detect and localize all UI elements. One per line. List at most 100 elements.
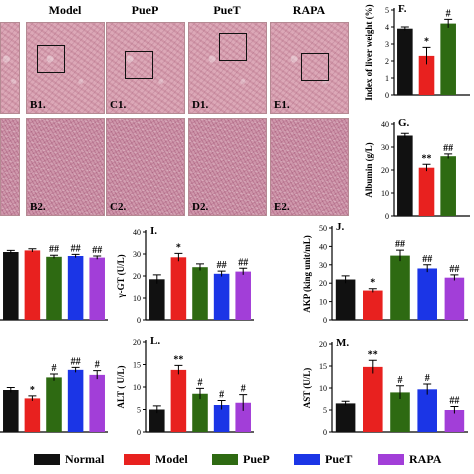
legend-item-puet: PueT: [294, 452, 352, 467]
bar-normal: [149, 409, 165, 432]
y-tick-label: 4: [385, 23, 389, 32]
bar-model: [418, 55, 435, 95]
y-axis-label: AST (U/L): [302, 368, 312, 409]
y-tick-label: 40: [133, 228, 141, 237]
error-bar: [28, 395, 37, 401]
bar-model: [363, 366, 383, 432]
legend-label: Normal: [65, 452, 105, 466]
error-bar: [396, 385, 404, 399]
error-bar: [6, 249, 15, 254]
y-tick-label: 40: [381, 120, 389, 129]
bar-model: [418, 167, 435, 216]
legend-swatch: [212, 454, 238, 465]
y-tick-label: 20: [133, 338, 141, 347]
y-tick-label: 30: [381, 143, 389, 152]
error-bar: [239, 267, 248, 275]
y-axis-label: AKP (king unit/mL): [302, 235, 312, 313]
y-tick-label: 50: [319, 224, 327, 233]
micrograph-normal-high: [0, 118, 20, 216]
tile-label-d1: D1.: [192, 99, 209, 111]
y-axis-label: Index of liver weight (%): [364, 4, 374, 100]
tile-label-d2: D2.: [192, 201, 209, 213]
y-tick-label: 20: [133, 272, 141, 281]
legend-label: PueT: [325, 452, 353, 466]
error-bar: [423, 264, 432, 273]
bar-rapa: [89, 374, 105, 432]
error-bar: [400, 26, 409, 31]
inset-box: [301, 53, 329, 81]
y-tick-label: 10: [319, 298, 327, 307]
bar-puep: [192, 393, 208, 432]
micrograph-puep-low: C1.: [106, 22, 185, 114]
chart-f: 0 1 2 3 4 5 Index of liver weight (%) * # F.: [364, 3, 472, 101]
bar-puet: [213, 405, 230, 432]
error-bar: [152, 405, 161, 414]
significance-mark: #: [425, 373, 430, 384]
significance-mark: **: [422, 153, 432, 164]
bar-rapa: [89, 257, 105, 320]
significance-mark: **: [173, 354, 183, 365]
y-tick-label: 5: [323, 406, 327, 415]
inset-box: [37, 45, 65, 73]
inset-box: [125, 51, 153, 79]
error-bar: [174, 252, 183, 262]
significance-mark: #: [241, 384, 246, 395]
y-tick-label: 15: [319, 362, 327, 371]
bar-puep: [440, 156, 456, 216]
bar-rapa: [235, 402, 251, 432]
bar-rapa: [444, 410, 465, 432]
bar-puep: [46, 377, 62, 432]
error-bar: [444, 153, 453, 159]
significance-mark: ##: [92, 245, 102, 256]
legend-swatch: [124, 454, 150, 465]
significance-mark: *: [30, 385, 35, 396]
error-bar: [444, 18, 453, 28]
bar-puet: [213, 273, 230, 320]
y-tick-label: 40: [319, 242, 327, 251]
chart-j: 0 10 20 30 40 50 AKP (king unit/mL) * ## ## ## J.: [302, 221, 468, 325]
error-bar: [396, 249, 404, 262]
bar-puep: [46, 256, 62, 320]
legend-swatch: [294, 454, 320, 465]
error-bar: [341, 400, 350, 406]
micrograph-rapa-high: E2.: [270, 118, 349, 216]
column-title-model: Model: [48, 3, 82, 17]
significance-mark: #: [198, 377, 203, 388]
panel-label-m: M.: [336, 337, 349, 349]
error-bar: [217, 400, 226, 410]
y-tick-label: 2: [385, 57, 389, 66]
bar-puep: [440, 23, 456, 96]
bar-model: [363, 290, 383, 320]
significance-mark: ##: [422, 254, 432, 265]
y-tick-label: 10: [381, 189, 389, 198]
significance-mark: #: [219, 390, 224, 401]
y-tick-label: 20: [319, 279, 327, 288]
bar-normal: [397, 135, 413, 216]
bar-puet: [67, 369, 84, 432]
significance-mark: #: [95, 360, 100, 371]
micrograph-puep-high: C2.: [106, 118, 185, 216]
y-tick-label: 0: [385, 91, 389, 100]
significance-mark: #: [52, 363, 57, 374]
chart-h: ## ## ##: [0, 243, 108, 321]
y-tick-label: 3: [385, 40, 389, 49]
error-bar: [71, 366, 80, 373]
bar-puet: [417, 389, 437, 432]
y-tick-label: 0: [323, 428, 327, 437]
tile-label-c1: C1.: [110, 99, 127, 111]
legend-item-rapa: RAPA: [378, 452, 441, 467]
error-bar: [368, 359, 377, 374]
y-tick-label: 5: [385, 6, 389, 15]
bar-model: [24, 398, 41, 432]
y-tick-label: 30: [319, 261, 327, 270]
bar-normal: [149, 279, 165, 320]
legend-swatch: [34, 454, 60, 465]
y-axis-label: γ-GT (U/L): [116, 254, 126, 298]
chart-i: 0 10 20 30 40 γ-GT (U/L) * ## ## I.: [116, 225, 254, 325]
bar-rapa: [444, 277, 465, 320]
error-bar: [217, 270, 226, 277]
error-bar: [196, 263, 204, 271]
error-bar: [6, 386, 15, 393]
legend: Normal Model PueP PueT RAPA: [0, 444, 474, 472]
